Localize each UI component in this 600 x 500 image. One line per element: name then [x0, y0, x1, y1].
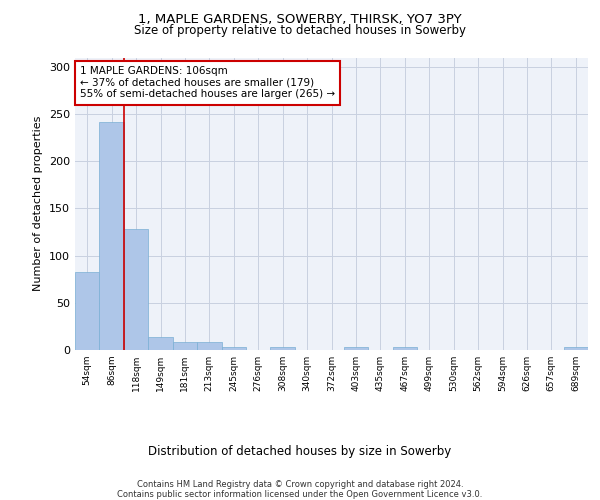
Bar: [197, 342, 221, 350]
Bar: [221, 347, 246, 350]
Bar: [392, 347, 417, 350]
Bar: [563, 347, 588, 350]
Text: 1, MAPLE GARDENS, SOWERBY, THIRSK, YO7 3PY: 1, MAPLE GARDENS, SOWERBY, THIRSK, YO7 3…: [138, 12, 462, 26]
Bar: [148, 337, 173, 350]
Bar: [173, 342, 197, 350]
Text: Distribution of detached houses by size in Sowerby: Distribution of detached houses by size …: [148, 444, 452, 458]
Bar: [344, 347, 368, 350]
Text: Contains HM Land Registry data © Crown copyright and database right 2024.
Contai: Contains HM Land Registry data © Crown c…: [118, 480, 482, 499]
Y-axis label: Number of detached properties: Number of detached properties: [34, 116, 43, 292]
Bar: [271, 347, 295, 350]
Text: Size of property relative to detached houses in Sowerby: Size of property relative to detached ho…: [134, 24, 466, 37]
Text: 1 MAPLE GARDENS: 106sqm
← 37% of detached houses are smaller (179)
55% of semi-d: 1 MAPLE GARDENS: 106sqm ← 37% of detache…: [80, 66, 335, 100]
Bar: [75, 272, 100, 350]
Bar: [124, 229, 148, 350]
Bar: [100, 122, 124, 350]
